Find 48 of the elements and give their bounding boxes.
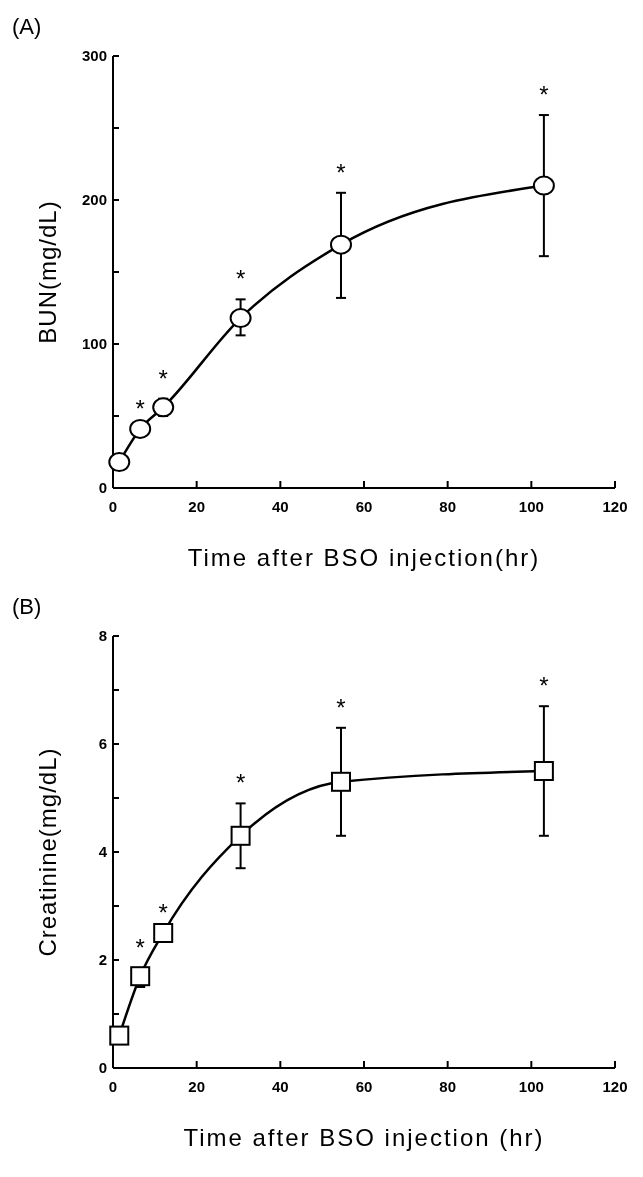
point	[153, 923, 174, 943]
x-tick-label: 80	[439, 1078, 457, 1095]
x-axis-title: Time after BSO injection (hr)	[183, 1124, 545, 1151]
chart-title: (A)	[12, 14, 42, 39]
x-tick-label: 40	[271, 1078, 289, 1095]
point	[329, 234, 352, 255]
point	[330, 771, 351, 792]
y-axis-title: Creatinine(mg/dL)	[34, 747, 61, 957]
y-tick-label: 8	[98, 627, 107, 644]
y-tick-label: 200	[81, 191, 107, 208]
annotation: *	[135, 394, 145, 422]
x-tick-label: 60	[355, 498, 373, 515]
x-axis-title: Time after BSO injection(hr)	[187, 544, 541, 571]
annotation: *	[235, 265, 246, 293]
x-tick-label: 120	[602, 1078, 628, 1095]
point	[229, 308, 252, 329]
y-tick-label: 300	[81, 47, 107, 64]
point	[532, 175, 555, 196]
chart-title: (B)	[12, 594, 42, 619]
y-tick-label: 0	[98, 479, 107, 496]
annotation: *	[336, 158, 346, 186]
x-tick-label: 80	[439, 498, 457, 515]
point	[230, 825, 251, 846]
point	[108, 452, 131, 473]
x-tick-label: 120	[602, 498, 628, 515]
x-tick-label: 100	[518, 1078, 544, 1095]
annotation: *	[158, 364, 168, 392]
y-tick-label: 0	[98, 1059, 107, 1076]
x-tick-label: 20	[188, 1078, 206, 1095]
point	[130, 966, 151, 987]
x-tick-label: 60	[355, 1078, 373, 1095]
annotation: *	[158, 899, 168, 926]
y-tick-label: 2	[98, 951, 107, 968]
annotation: *	[135, 934, 145, 962]
point	[129, 418, 152, 439]
y-axis-title: BUN(mg/dL)	[34, 200, 61, 344]
point	[109, 1025, 130, 1046]
y-tick-label: 100	[81, 335, 107, 352]
y-tick-label: 4	[98, 843, 108, 860]
annotation: *	[539, 672, 549, 700]
annotation: *	[235, 769, 246, 797]
annotation: *	[539, 81, 549, 109]
point	[533, 761, 554, 781]
y-tick-label: 6	[98, 735, 107, 752]
x-tick-label: 40	[271, 498, 289, 515]
x-tick-label: 100	[518, 498, 544, 515]
x-tick-label: 20	[188, 498, 206, 515]
annotation: *	[336, 693, 346, 721]
